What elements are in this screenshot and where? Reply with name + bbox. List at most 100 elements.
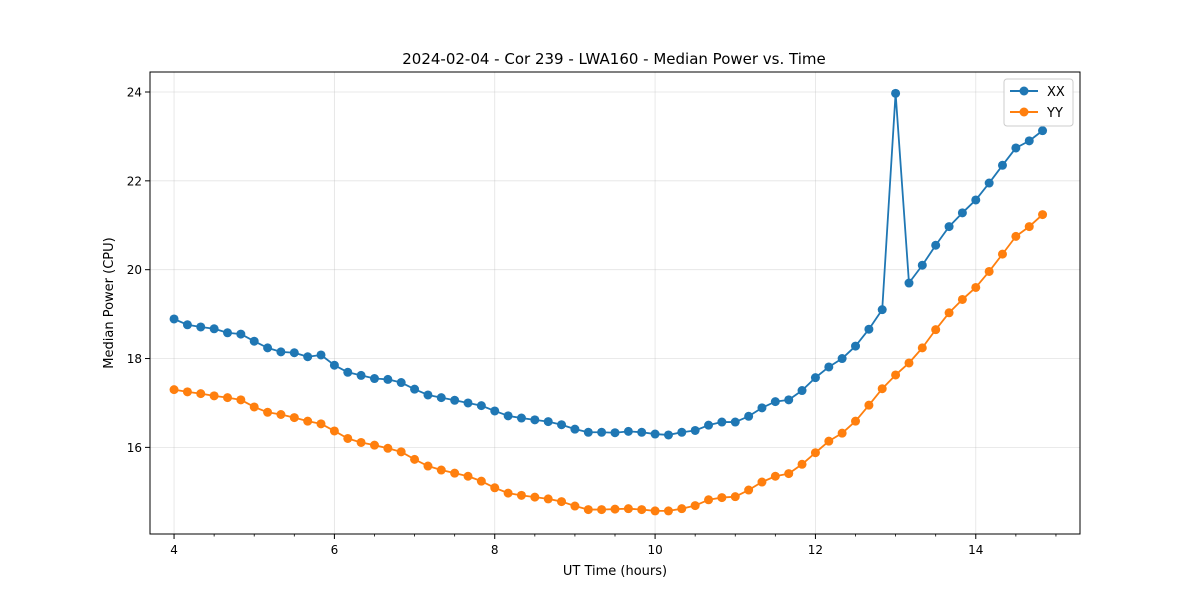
data-point-xx bbox=[877, 305, 887, 315]
data-point-yy bbox=[663, 506, 673, 516]
data-point-xx bbox=[864, 324, 874, 334]
axis-ticks: 4 6 8 10 12 14 16 18 20 22 24 bbox=[127, 85, 1057, 557]
x-tick-label: 12 bbox=[808, 543, 823, 557]
data-point-xx bbox=[1011, 143, 1021, 153]
data-point-yy bbox=[1011, 231, 1021, 241]
data-point-yy bbox=[824, 436, 834, 446]
data-point-xx bbox=[263, 343, 273, 353]
data-point-yy bbox=[757, 477, 767, 487]
data-point-yy bbox=[503, 488, 513, 498]
legend-item-xx: XX bbox=[1010, 85, 1065, 100]
x-tick-label: 8 bbox=[491, 543, 499, 557]
data-point-yy bbox=[236, 395, 246, 405]
data-point-xx bbox=[797, 386, 807, 396]
data-point-yy bbox=[797, 459, 807, 469]
data-point-yy bbox=[931, 325, 941, 335]
data-point-xx bbox=[503, 411, 513, 421]
data-point-xx bbox=[917, 260, 927, 270]
data-point-yy bbox=[543, 494, 553, 504]
data-point-yy bbox=[610, 504, 620, 514]
data-point-xx bbox=[931, 240, 941, 250]
plot-series bbox=[169, 88, 1048, 516]
x-tick-label: 14 bbox=[968, 543, 983, 557]
data-point-xx bbox=[223, 328, 233, 338]
data-point-xx bbox=[984, 178, 994, 188]
data-point-xx bbox=[570, 424, 580, 434]
data-point-yy bbox=[690, 501, 700, 511]
data-point-yy bbox=[864, 400, 874, 410]
data-point-xx bbox=[851, 341, 861, 351]
data-point-yy bbox=[396, 447, 406, 457]
data-point-yy bbox=[223, 393, 233, 403]
data-point-xx bbox=[396, 378, 406, 388]
data-point-xx bbox=[383, 374, 393, 384]
data-point-xx bbox=[650, 429, 660, 439]
data-point-yy bbox=[837, 428, 847, 438]
data-point-yy bbox=[463, 471, 473, 481]
data-point-xx bbox=[410, 384, 420, 394]
data-point-xx bbox=[944, 222, 954, 232]
data-point-yy bbox=[1024, 222, 1034, 232]
data-point-xx bbox=[663, 430, 673, 440]
data-point-yy bbox=[917, 343, 927, 353]
data-point-xx bbox=[597, 427, 607, 437]
data-point-xx bbox=[744, 411, 754, 421]
data-point-yy bbox=[770, 471, 780, 481]
data-point-yy bbox=[303, 416, 313, 426]
data-point-xx bbox=[450, 395, 460, 405]
y-tick-label: 20 bbox=[127, 263, 142, 277]
data-point-yy bbox=[730, 492, 740, 502]
y-tick-label: 22 bbox=[127, 174, 142, 188]
series-xx bbox=[169, 88, 1048, 440]
data-point-xx bbox=[557, 420, 567, 430]
data-point-xx bbox=[423, 390, 433, 400]
data-point-yy bbox=[383, 443, 393, 453]
data-point-yy bbox=[410, 454, 420, 464]
data-point-yy bbox=[623, 504, 633, 514]
data-point-yy bbox=[570, 501, 580, 511]
data-point-xx bbox=[757, 403, 767, 413]
data-point-xx bbox=[356, 370, 366, 380]
data-point-xx bbox=[516, 413, 526, 423]
data-point-yy bbox=[677, 504, 687, 514]
y-axis-label: Median Power (CPU) bbox=[102, 237, 117, 368]
data-point-yy bbox=[356, 437, 366, 447]
data-point-xx bbox=[837, 354, 847, 364]
y-tick-label: 24 bbox=[127, 85, 142, 99]
data-point-yy bbox=[810, 448, 820, 458]
data-point-yy bbox=[276, 410, 286, 419]
data-point-yy bbox=[650, 506, 660, 516]
data-point-yy bbox=[450, 468, 460, 478]
data-point-yy bbox=[971, 282, 981, 292]
legend-item-yy: YY bbox=[1010, 106, 1063, 121]
data-point-xx bbox=[476, 401, 486, 411]
data-point-xx bbox=[209, 324, 219, 334]
data-point-yy bbox=[997, 249, 1007, 259]
legend-marker-xx bbox=[1019, 86, 1029, 96]
data-point-xx bbox=[436, 393, 446, 403]
data-point-yy bbox=[516, 490, 526, 500]
data-point-xx bbox=[329, 360, 339, 370]
data-point-xx bbox=[690, 425, 700, 435]
data-point-xx bbox=[289, 348, 299, 358]
data-point-yy bbox=[784, 469, 794, 479]
data-point-xx bbox=[997, 160, 1007, 170]
data-point-xx bbox=[717, 417, 727, 427]
series-yy bbox=[169, 210, 1048, 516]
data-point-xx bbox=[182, 320, 192, 330]
data-point-yy bbox=[289, 413, 299, 423]
legend-label-xx: XX bbox=[1047, 85, 1065, 100]
data-point-yy bbox=[530, 492, 540, 502]
data-point-xx bbox=[343, 367, 353, 377]
data-point-xx bbox=[957, 208, 967, 218]
data-point-yy bbox=[263, 407, 273, 417]
data-point-xx bbox=[543, 417, 553, 427]
data-point-yy bbox=[249, 402, 259, 412]
chart-title: 2024-02-04 - Cor 239 - LWA160 - Median P… bbox=[402, 50, 826, 68]
data-point-xx bbox=[704, 420, 714, 430]
data-point-yy bbox=[957, 294, 967, 304]
data-point-yy bbox=[476, 476, 486, 486]
x-tick-label: 6 bbox=[331, 543, 339, 557]
data-point-xx bbox=[971, 195, 981, 205]
